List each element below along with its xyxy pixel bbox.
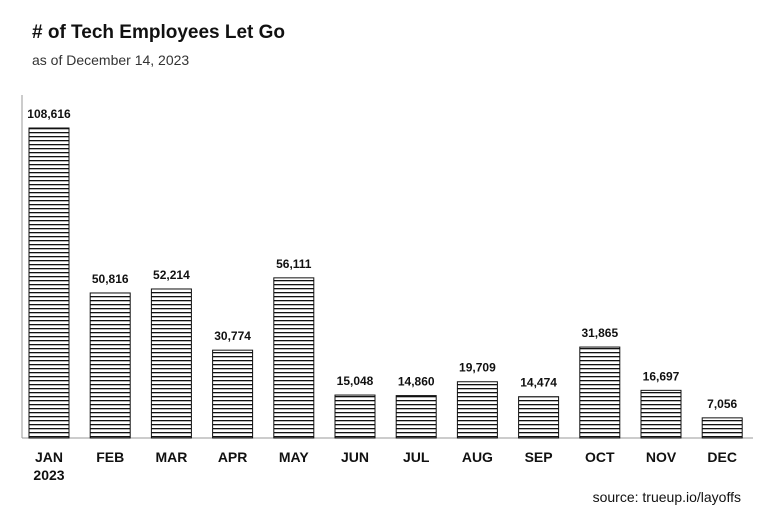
x-tick-label: JUN: [341, 449, 369, 465]
data-label: 52,214: [153, 268, 190, 282]
x-tick-label: OCT: [585, 449, 615, 465]
x-tick-label: FEB: [96, 449, 124, 465]
bar-jan: [28, 127, 70, 439]
bar-nov: [640, 389, 682, 439]
bar-sep: [518, 396, 560, 439]
data-label: 19,709: [459, 361, 496, 375]
bar-dec: [701, 417, 743, 439]
bar-jul: [395, 395, 437, 439]
x-tick-label: APR: [218, 449, 248, 465]
x-tick-label: AUG: [462, 449, 493, 465]
data-label: 16,697: [643, 369, 680, 383]
bar-oct: [579, 346, 621, 439]
x-tick-label: SEP: [525, 449, 553, 465]
data-label: 14,474: [520, 376, 557, 390]
source-note: source: trueup.io/layoffs: [592, 489, 741, 505]
data-label: 15,048: [337, 374, 374, 388]
x-tick-label: DEC: [707, 449, 737, 465]
x-tick-label: MAY: [279, 449, 309, 465]
data-label: 14,860: [398, 375, 435, 389]
data-label: 30,774: [214, 329, 251, 343]
chart-subtitle: as of December 14, 2023: [32, 52, 190, 68]
x-tick-label: NOV: [646, 449, 677, 465]
bar-may: [273, 277, 315, 439]
bar-jun: [334, 394, 376, 439]
x-tick-label: JUL: [403, 449, 430, 465]
data-label: 108,616: [27, 107, 71, 121]
bar-apr: [212, 349, 254, 439]
data-label: 31,865: [581, 326, 618, 340]
data-label: 7,056: [707, 397, 737, 411]
bar-mar: [150, 288, 192, 439]
chart-title: # of Tech Employees Let Go: [32, 22, 286, 43]
x-tick-label: MAR: [155, 449, 187, 465]
data-label: 50,816: [92, 272, 129, 286]
x-tick-year-label: 2023: [33, 467, 64, 483]
bar-aug: [456, 381, 498, 439]
data-label: 56,111: [276, 257, 312, 271]
x-tick-label: JAN: [35, 449, 63, 465]
bar-feb: [89, 292, 131, 439]
